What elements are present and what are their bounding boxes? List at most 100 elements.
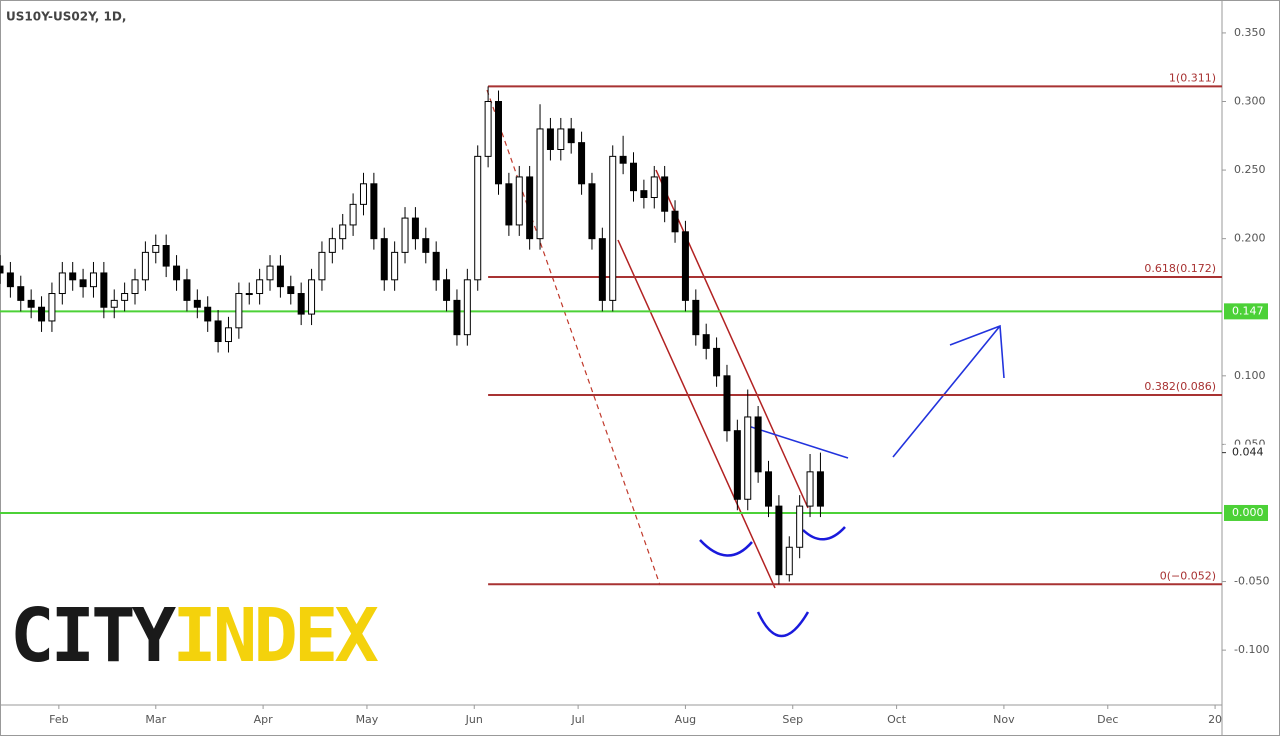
y-tick-label: 0.200 xyxy=(1234,232,1266,245)
candle-body xyxy=(505,183,513,226)
candle-body xyxy=(557,128,565,151)
candle-body xyxy=(578,142,586,185)
candle-body xyxy=(484,100,492,157)
candle-body xyxy=(141,251,149,281)
candle-body xyxy=(256,279,264,295)
x-tick-label: Oct xyxy=(887,713,907,726)
candle-body xyxy=(661,176,669,212)
candle-body xyxy=(432,251,440,281)
candle-body xyxy=(391,251,399,281)
candle-body xyxy=(754,416,762,473)
shoulder-curve xyxy=(802,526,846,541)
x-tick-label: Sep xyxy=(782,713,803,726)
candle-body xyxy=(588,183,596,240)
y-tick-label: 0.300 xyxy=(1234,94,1266,107)
candle-body xyxy=(0,265,4,274)
candle-body xyxy=(640,190,648,199)
candle-body xyxy=(38,306,46,322)
candle-body xyxy=(816,471,824,507)
candle-body xyxy=(308,279,316,315)
candle-body xyxy=(411,217,419,240)
candle-body xyxy=(17,286,25,301)
candle-body xyxy=(713,347,721,377)
candle-body xyxy=(297,293,305,315)
candle-body xyxy=(650,176,658,199)
candle-body xyxy=(536,128,544,240)
neckline xyxy=(744,424,849,459)
price-label: 0.000 xyxy=(1232,506,1264,519)
candle-body xyxy=(765,471,773,507)
candle-body xyxy=(152,245,160,253)
candle-body xyxy=(287,286,295,295)
price-label: 0.147 xyxy=(1232,304,1264,317)
candle-body xyxy=(733,430,741,500)
candle-body xyxy=(785,546,793,576)
y-tick-label: -0.100 xyxy=(1234,643,1269,656)
candle-body xyxy=(806,471,814,507)
candle-body xyxy=(494,100,502,185)
candle-body xyxy=(515,176,523,226)
x-tick-label: Nov xyxy=(993,713,1015,726)
candle-body xyxy=(546,128,554,151)
candle-body xyxy=(671,210,679,233)
candle-body xyxy=(567,128,575,144)
candle-body xyxy=(276,265,284,288)
price-label-box xyxy=(1224,504,1268,521)
candle-body xyxy=(100,272,108,308)
candle-body xyxy=(27,299,35,308)
fib-trend-line xyxy=(486,89,661,586)
head-curve xyxy=(756,611,810,638)
candle-body xyxy=(370,183,378,240)
candle-body xyxy=(796,505,804,548)
candle-body xyxy=(702,334,710,349)
candle-body xyxy=(79,279,87,288)
candle-body xyxy=(775,505,783,576)
candle-body xyxy=(723,375,731,432)
candle-body xyxy=(6,272,14,288)
x-tick-label: Apr xyxy=(254,713,274,726)
price-label-box xyxy=(1224,303,1268,320)
candle-body xyxy=(214,320,222,343)
arrow xyxy=(892,324,1005,458)
candle-body xyxy=(162,245,170,267)
x-tick-label: Jul xyxy=(570,713,584,726)
last-price-label: 0.044 xyxy=(1232,446,1264,459)
x-tick-label: Jun xyxy=(465,713,483,726)
candle-body xyxy=(339,224,347,240)
candle-body xyxy=(349,203,357,226)
candle-body xyxy=(193,299,201,308)
watermark-right: INDEX xyxy=(172,593,378,679)
candle-body xyxy=(183,279,191,301)
y-tick-label: 0.100 xyxy=(1234,369,1266,382)
x-tick-label: Aug xyxy=(675,713,696,726)
x-tick-label: Mar xyxy=(145,713,166,726)
watermark: CITYINDEX xyxy=(10,593,378,679)
candle-body xyxy=(48,293,56,322)
candle-body xyxy=(204,306,212,322)
fib-label: 0.382(0.086) xyxy=(1144,380,1216,393)
last-price-box xyxy=(1224,444,1268,461)
x-tick-label: Feb xyxy=(49,713,68,726)
x-tick-label: May xyxy=(356,713,379,726)
channel-line xyxy=(617,239,776,589)
candle-body xyxy=(224,327,232,343)
fib-label: 0.618(0.172) xyxy=(1144,262,1216,275)
candle-body xyxy=(744,416,752,500)
candle-body xyxy=(630,162,638,192)
fib-label: 0(−0.052) xyxy=(1160,569,1216,582)
candle-body xyxy=(422,238,430,253)
candle-body xyxy=(526,176,534,240)
candle-body xyxy=(598,238,606,301)
candle-body xyxy=(609,155,617,301)
candle-body xyxy=(131,279,139,295)
candle-body xyxy=(401,217,409,253)
candle-body xyxy=(245,293,253,296)
candle-body xyxy=(69,272,77,281)
y-tick-label: 0.250 xyxy=(1234,163,1266,176)
fib-label: 1(0.311) xyxy=(1169,71,1216,84)
y-tick-label: -0.050 xyxy=(1234,575,1269,588)
candle-body xyxy=(359,183,367,205)
candle-body xyxy=(89,272,97,288)
